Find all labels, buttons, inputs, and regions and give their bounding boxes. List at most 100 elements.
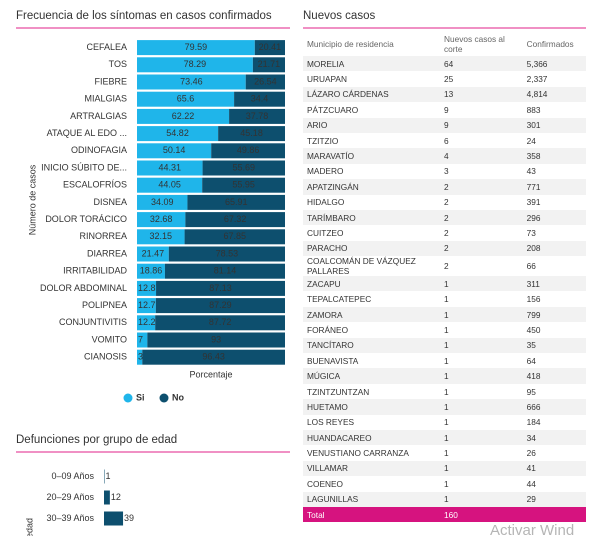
table-row: ARIO 9 301 [303,117,586,133]
value-label: 18.86 [140,266,163,276]
table-cell: 1 [444,278,449,289]
table-row: VILLAMAR 1 41 [303,460,586,477]
table-cell: 44 [526,478,536,489]
value-label: 65.91 [225,197,248,207]
value-label: 12.28 [138,317,161,327]
bar-segment [156,280,285,296]
table-cell: 2 [444,181,449,192]
table-cell: 1 [444,355,449,366]
y-axis-title: Número de casos [27,164,37,235]
y-axis-title: edad [24,518,34,536]
y-tick-label: DOLOR ABDOMINAL [40,283,127,293]
bar-segment [137,246,169,262]
y-tick-label: CEFALEA [86,42,127,52]
value-label: 44.05 [158,180,181,190]
table-cell: VENUSTIANO CARRANZA [307,448,409,459]
y-tick-label: 30–39 Años [46,513,94,523]
table-cell: 4 [444,151,449,162]
y-tick-label: RINORREA [79,231,127,241]
value-label: 26.54 [254,76,277,86]
table-cell: HUETAMO [307,401,348,412]
table-row: MORELIA 64 5,366 [303,56,586,72]
table-cell: 1 [444,386,449,397]
y-tick-label: 0–09 Años [51,471,94,481]
column-header: Municipio de residencia [307,39,394,49]
y-tick-label: DIARREA [87,248,127,258]
bar-segment [137,40,255,56]
table-row: TARÍMBARO 2 296 [303,209,586,226]
table-cell: 418 [526,371,541,382]
table-row: APATZINGÁN 2 771 [303,179,586,195]
table-cell: 2 [444,261,449,272]
bar-segment [155,315,285,331]
y-tick-label: CIANOSIS [84,352,127,362]
table-cell: 358 [526,151,541,162]
table-cell: BUENAVISTA [307,355,359,366]
table-cell: 25 [444,74,454,85]
bar-segment [184,229,285,245]
table-row: CUITZEO 2 73 [303,225,586,240]
y-tick-label: DOLOR TORÁCICO [45,214,127,224]
table-cell: 799 [526,309,541,320]
table-row: LAGUNILLAS 1 29 [303,491,586,507]
bar-segment [137,229,185,245]
table-cell: ZACAPU [307,278,341,289]
bar-segment [202,160,285,176]
value-label: 32.68 [150,214,173,224]
value-label: 1 [105,471,110,481]
bar-segment [202,177,285,193]
table-row: VENUSTIANO CARRANZA 1 26 [303,445,586,460]
y-tick-label: POLIPNEA [82,300,127,310]
y-tick-label: TOS [109,59,127,69]
table-cell: 666 [526,401,541,412]
table-cell: 24 [526,135,536,146]
table-cell: 1 [444,324,449,335]
legend-marker [159,393,169,403]
table-cell: COENEO [307,478,343,489]
table-row: COENEO 1 44 [303,476,586,491]
table-cell: CUITZEO [307,227,344,238]
bar-segment [234,91,285,107]
total-cell [522,506,586,523]
value-label: 78.29 [184,59,207,69]
table-cell: 450 [526,324,541,335]
table-cell: 2 [444,243,449,254]
bar-segment [137,349,143,365]
value-label: 12 [111,492,121,502]
y-tick-label: 20–29 Años [46,492,94,502]
table-row: HUETAMO 1 666 [303,399,586,415]
bar-segment [137,160,203,176]
column-header: Nuevos casos al corte [444,34,505,54]
table-cell: 4,814 [526,89,548,100]
table-row: LÁZARO CÁRDENAS 13 4,814 [303,86,586,103]
cases-table: Municipio de residencia Nuevos casos al c… [303,32,586,523]
bar-segment [252,57,285,73]
table-cell: 771 [526,181,541,192]
table-cell: LOS REYES [307,417,355,428]
table-cell: 9 [444,120,449,131]
chart-title: Frecuencia de los síntomas en casos conf… [16,10,272,22]
table-row: HIDALGO 2 391 [303,195,586,210]
table-row: HUANDACAREO 1 34 [303,429,586,446]
table-cell: 66 [526,261,536,272]
table-cell: 1 [444,401,449,412]
table-title: Nuevos casos [303,10,375,22]
table-cell: VILLAMAR [307,463,349,474]
value-label: 96.43 [202,352,225,362]
value-label: 87.13 [209,283,232,293]
bar-segment [187,194,285,210]
table-cell: 3 [444,166,449,177]
table-row: PARACHO 2 208 [303,240,586,257]
value-label: 7 [138,334,143,344]
watermark: Activar Wind [490,522,575,536]
table-row: TZINTZUNTZAN 1 95 [303,384,586,399]
value-label: 37.78 [246,111,269,121]
table-row: TANCÍTARO 1 35 [303,337,586,354]
table-cell: TANCÍTARO [307,340,354,351]
bar-segment [137,298,156,314]
table-cell: URUAPAN [307,74,347,85]
table-cell: 1 [444,417,449,428]
value-label: 65.6 [177,94,195,104]
bar-segment [137,280,157,296]
